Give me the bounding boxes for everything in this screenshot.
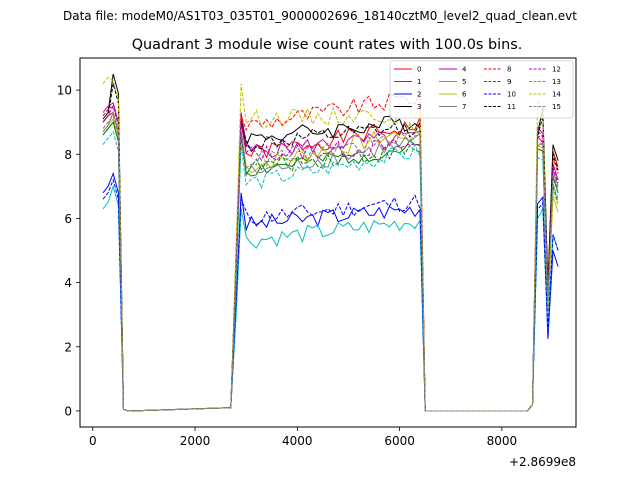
x-axis: 0 2000 4000 6000 8000 <box>89 427 517 448</box>
legend-label-15: 15 <box>552 103 561 111</box>
series-line-8 <box>102 92 559 412</box>
series-line-2 <box>102 171 559 412</box>
plot-area <box>102 73 559 412</box>
series-line-3 <box>102 73 559 412</box>
x-tick-label: 6000 <box>384 434 415 448</box>
series-line-0 <box>102 111 559 412</box>
x-tick-label: 2000 <box>180 434 211 448</box>
y-axis: 0 2 4 6 8 10 <box>57 84 80 418</box>
y-tick-label: 10 <box>57 84 72 98</box>
y-tick-label: 0 <box>64 404 72 418</box>
legend-label-9: 9 <box>507 78 511 86</box>
y-tick-label: 8 <box>64 148 72 162</box>
series-line-4 <box>102 102 559 412</box>
legend-label-7: 7 <box>462 103 466 111</box>
series-line-1 <box>102 121 559 412</box>
y-tick-label: 6 <box>64 212 72 226</box>
series-line-10 <box>102 178 559 412</box>
x-axis-offset-text: +2.8699e8 <box>509 455 576 469</box>
series-line-13 <box>102 130 559 412</box>
chart-title: Quadrant 3 module wise count rates with … <box>132 37 523 53</box>
series-line-9 <box>102 121 559 412</box>
legend-box <box>389 60 574 119</box>
x-tick-label: 8000 <box>487 434 518 448</box>
y-tick-label: 4 <box>64 276 72 290</box>
legend-label-14: 14 <box>552 91 561 99</box>
x-tick-label: 4000 <box>282 434 313 448</box>
legend-label-10: 10 <box>507 91 516 99</box>
legend-label-4: 4 <box>462 66 467 74</box>
series-line-7 <box>102 110 559 412</box>
legend-label-3: 3 <box>417 103 421 111</box>
chart-suptitle: Data file: modeM0/AS1T03_035T01_90000026… <box>63 9 577 23</box>
legend-label-13: 13 <box>552 78 561 86</box>
legend-label-8: 8 <box>507 66 511 74</box>
legend-label-1: 1 <box>417 78 421 86</box>
x-tick-label: 0 <box>89 434 97 448</box>
axes-frame <box>79 57 577 428</box>
legend-label-5: 5 <box>462 78 466 86</box>
series-line-5 <box>102 184 559 412</box>
legend-label-2: 2 <box>417 91 421 99</box>
y-tick-label: 2 <box>64 340 72 354</box>
legend-label-0: 0 <box>417 66 421 74</box>
series-line-14 <box>102 76 559 412</box>
legend-label-12: 12 <box>552 66 561 74</box>
series-line-15 <box>102 114 559 412</box>
legend-label-11: 11 <box>507 103 516 111</box>
legend-label-6: 6 <box>462 91 467 99</box>
series-line-6 <box>102 117 559 412</box>
